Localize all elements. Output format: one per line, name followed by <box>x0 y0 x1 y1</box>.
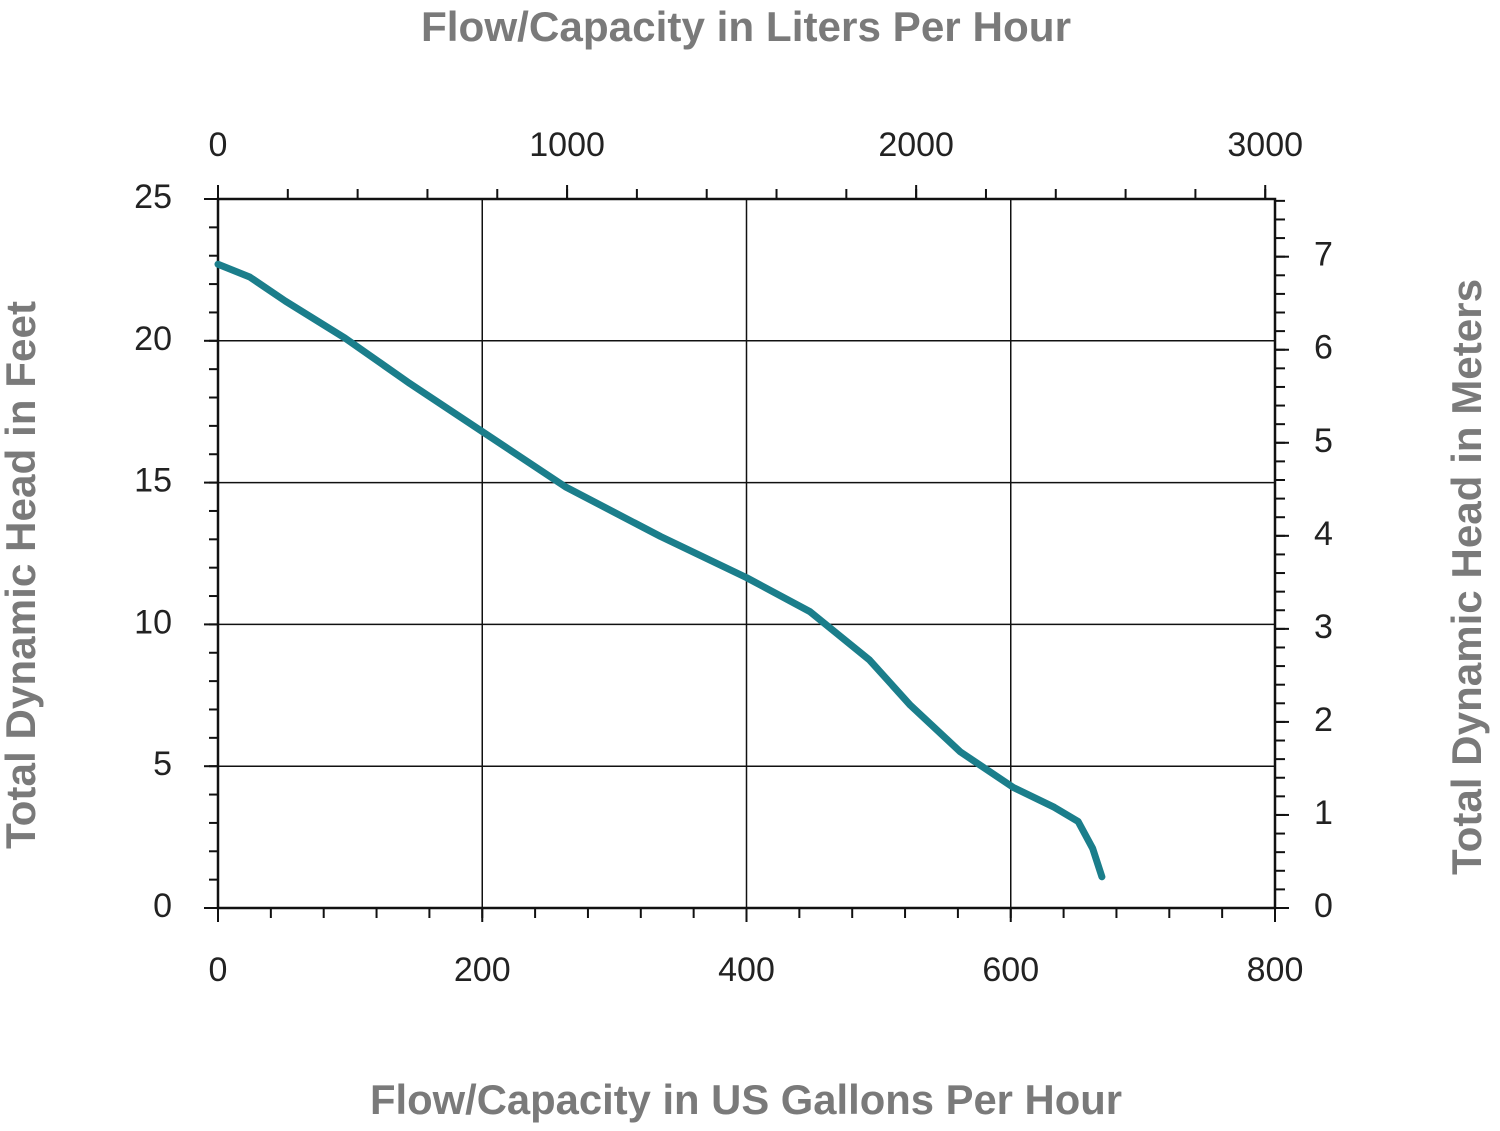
y-axis-label: Total Dynamic Head in Feet <box>0 301 44 849</box>
y-tick-label: 10 <box>134 603 172 641</box>
x2-axis-label: Flow/Capacity in Liters Per Hour <box>421 3 1071 50</box>
x2-tick-label: 0 <box>209 126 228 164</box>
y2-tick-label: 1 <box>1314 794 1333 832</box>
x-tick-label: 800 <box>1247 951 1304 989</box>
y2-tick-label: 6 <box>1314 329 1333 367</box>
y2-tick-label: 3 <box>1314 608 1333 646</box>
y-tick-label: 5 <box>153 745 172 783</box>
x-axis-label: Flow/Capacity in US Gallons Per Hour <box>370 1076 1122 1123</box>
x-tick-label: 0 <box>209 951 228 989</box>
x2-tick-label: 3000 <box>1227 126 1303 164</box>
y2-axis-label: Total Dynamic Head in Meters <box>1443 279 1490 875</box>
x-tick-label: 200 <box>454 951 511 989</box>
x-tick-label: 600 <box>982 951 1039 989</box>
data-line <box>214 260 1106 881</box>
y2-tick-label: 4 <box>1314 515 1333 553</box>
x-tick-label: 400 <box>718 951 775 989</box>
y-tick-label: 20 <box>134 320 172 358</box>
x2-tick-label: 1000 <box>529 126 605 164</box>
y2-tick-label: 7 <box>1314 236 1333 274</box>
y-tick-label: 25 <box>134 178 172 216</box>
y-tick-label: 0 <box>153 887 172 925</box>
y2-tick-label: 0 <box>1314 887 1333 925</box>
x2-tick-label: 2000 <box>878 126 954 164</box>
y2-tick-label: 2 <box>1314 701 1333 739</box>
plot-frame <box>216 197 1277 910</box>
y2-tick-label: 5 <box>1314 422 1333 460</box>
y-tick-label: 15 <box>134 462 172 500</box>
